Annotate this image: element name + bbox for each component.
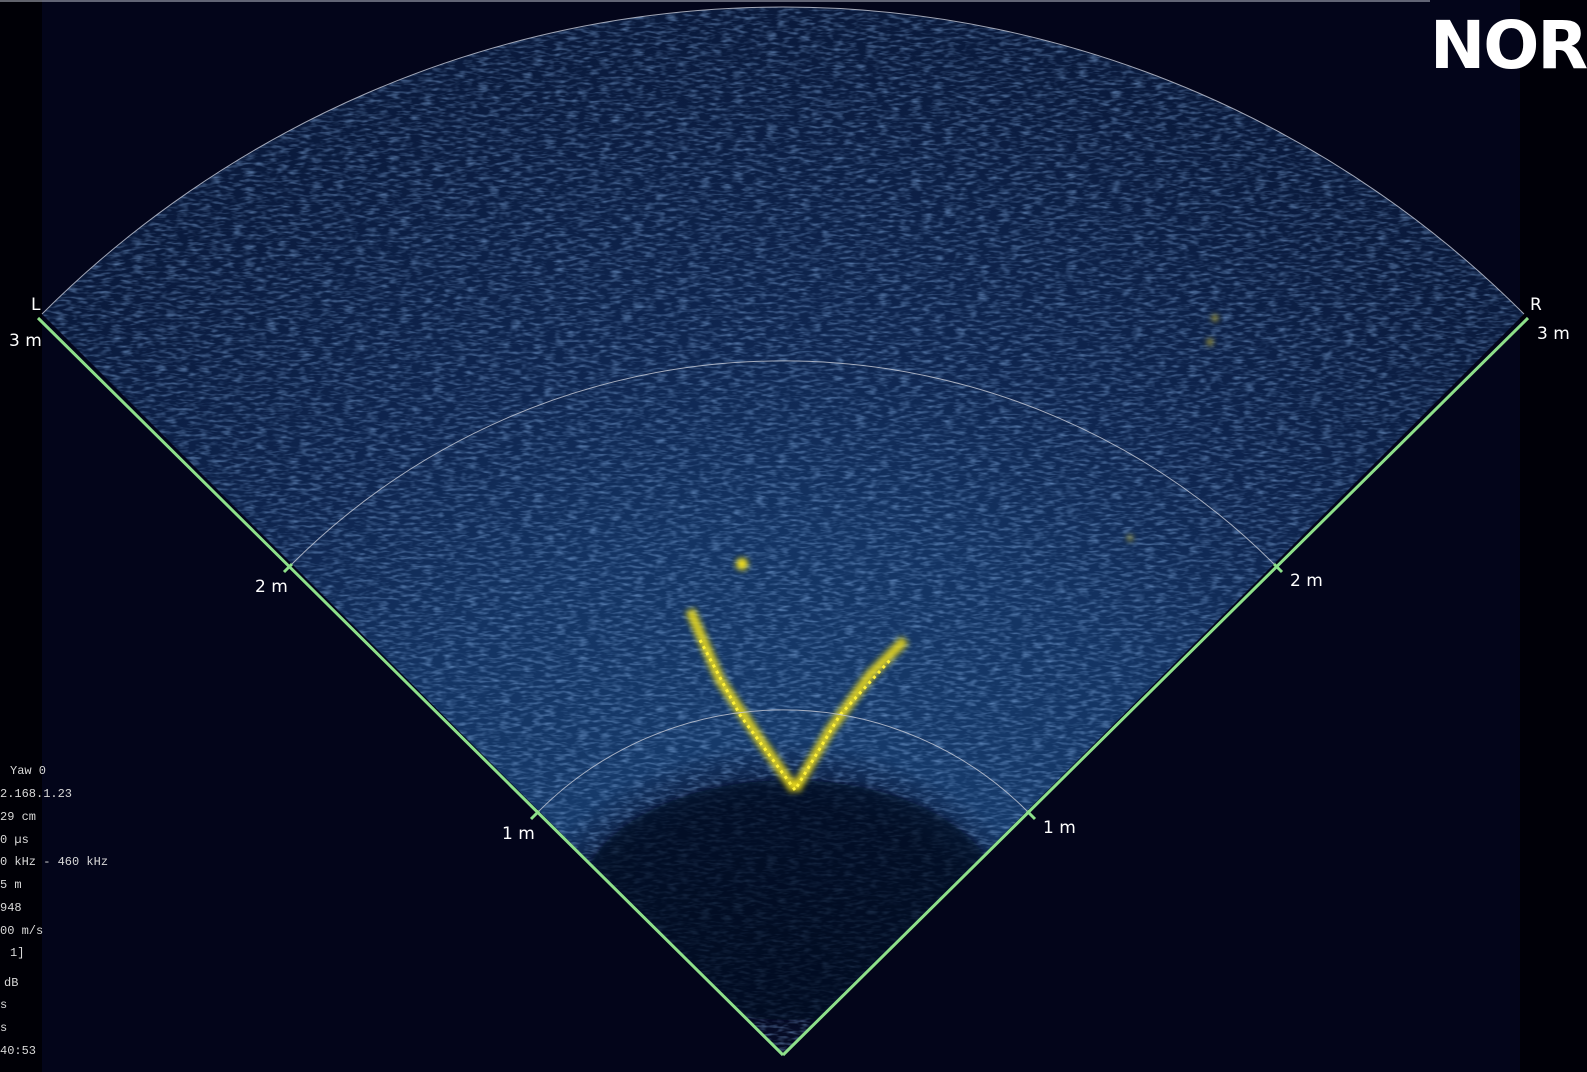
info-line: Yaw 0 [10, 764, 46, 778]
info-line: dB [4, 976, 18, 990]
near-shadow [580, 780, 1000, 1020]
info-line: 0 kHz - 460 kHz [0, 855, 108, 869]
info-line: 40:53 [0, 1044, 36, 1058]
range-tick [282, 562, 294, 574]
range-label: 2 m [1290, 571, 1323, 591]
side-label: L [31, 295, 41, 315]
info-panel: Yaw 0 2.168.1.23 29 cm 0 µs 0 kHz - 460 … [0, 764, 108, 1058]
info-line: 0 µs [0, 833, 29, 847]
right-strip [1520, 0, 1587, 1072]
side-label: R [1530, 295, 1542, 315]
range-tick [529, 809, 541, 821]
info-line: 29 cm [0, 810, 36, 824]
info-line: 948 [0, 901, 22, 915]
info-line: 1] [10, 946, 24, 960]
info-line: 5 m [0, 878, 22, 892]
sector-edges [36, 316, 1530, 1057]
range-ring [291, 360, 1275, 565]
info-line: s [0, 1021, 7, 1035]
range-label: 3 m [9, 331, 42, 351]
range-ring [538, 709, 1028, 812]
info-line: 2.168.1.23 [0, 787, 72, 801]
left-strip [0, 0, 42, 1072]
range-label: 3 m [1537, 324, 1570, 344]
range-label: 1 m [1043, 818, 1076, 838]
range-label: 1 m [502, 824, 535, 844]
range-ring [41, 6, 1525, 315]
info-line: 00 m/s [0, 924, 43, 938]
range-label: 2 m [255, 577, 288, 597]
range-tick [1025, 809, 1037, 821]
right-edge [781, 316, 1530, 1057]
range-tick [1272, 562, 1284, 574]
echo-core [698, 639, 892, 793]
logo: NOR [1430, 7, 1587, 84]
left-edge [36, 316, 785, 1057]
info-line: s [0, 998, 7, 1012]
range-rings [41, 6, 1525, 812]
